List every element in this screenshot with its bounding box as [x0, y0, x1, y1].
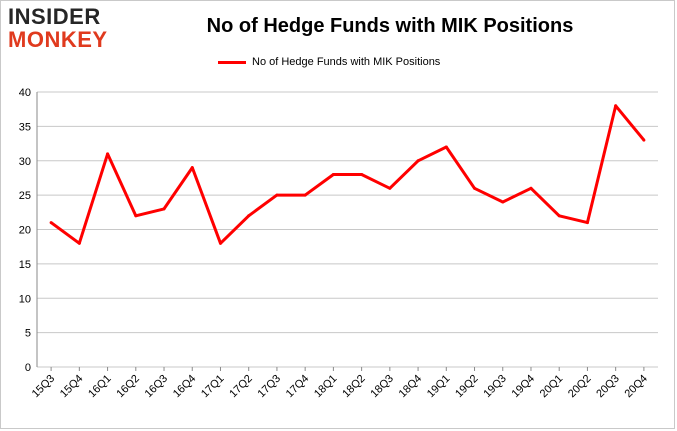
y-tick-label: 20: [19, 225, 31, 237]
data-point: [162, 207, 166, 211]
y-tick-label: 15: [19, 259, 31, 271]
x-tick-label: 17Q4: [284, 373, 312, 401]
chart-legend: No of Hedge Funds with MIK Positions: [218, 54, 440, 70]
x-tick-label: 20Q4: [622, 373, 650, 401]
data-point: [331, 173, 335, 176]
x-tick-label: 20Q2: [566, 373, 594, 401]
data-point: [77, 241, 81, 245]
x-tick-label: 18Q3: [368, 373, 396, 401]
data-point: [501, 200, 505, 204]
x-tick-label: 18Q2: [340, 373, 368, 401]
data-point: [106, 152, 110, 156]
x-tick-label: 18Q4: [397, 373, 425, 401]
x-tick-label: 16Q2: [114, 373, 142, 401]
x-tick-label: 16Q4: [171, 373, 199, 401]
y-tick-label: 0: [25, 362, 31, 374]
data-point: [416, 159, 420, 163]
x-tick-label: 20Q3: [594, 373, 622, 401]
data-point: [218, 241, 222, 245]
data-point: [190, 166, 194, 170]
data-point: [529, 186, 533, 190]
x-tick-label: 19Q3: [481, 373, 509, 401]
legend-label: No of Hedge Funds with MIK Positions: [252, 56, 441, 68]
data-point: [360, 173, 364, 176]
data-point: [642, 138, 646, 142]
data-point: [473, 186, 477, 190]
x-tick-label: 15Q3: [30, 373, 58, 401]
data-point: [388, 186, 392, 190]
y-tick-label: 25: [19, 190, 31, 202]
y-tick-label: 40: [19, 87, 31, 99]
x-tick-label: 15Q4: [58, 373, 86, 401]
series-line: [50, 104, 646, 245]
data-point: [303, 193, 307, 197]
y-tick-label: 30: [19, 156, 31, 168]
data-point: [275, 193, 279, 197]
x-tick-label: 17Q1: [199, 373, 227, 401]
logo-line-2: MONKEY: [8, 27, 108, 52]
data-point: [585, 221, 589, 225]
insider-monkey-logo: INSIDER MONKEY: [8, 6, 126, 54]
y-tick-label: 10: [19, 293, 31, 305]
data-point: [134, 214, 138, 218]
x-tick-label: 17Q2: [227, 373, 255, 401]
logo-line-1: INSIDER: [8, 4, 101, 29]
x-tick-label: 18Q1: [312, 373, 340, 401]
legend-swatch: [218, 60, 246, 64]
x-tick-label: 19Q2: [453, 373, 481, 401]
data-point: [557, 214, 561, 218]
data-point: [444, 145, 448, 149]
x-tick-label: 17Q3: [256, 373, 284, 401]
chart-title: No of Hedge Funds with MIK Positions: [206, 15, 574, 37]
y-tick-label: 35: [19, 121, 31, 133]
x-tick-label: 19Q4: [510, 373, 538, 401]
x-tick-label: 16Q3: [143, 373, 171, 401]
x-tick-label: 20Q1: [538, 373, 566, 401]
x-tick-label: 16Q1: [86, 373, 114, 401]
data-point: [247, 214, 251, 218]
data-point: [614, 104, 618, 108]
y-tick-label: 5: [25, 328, 31, 340]
data-point: [49, 221, 53, 225]
x-tick-label: 19Q1: [425, 373, 453, 401]
